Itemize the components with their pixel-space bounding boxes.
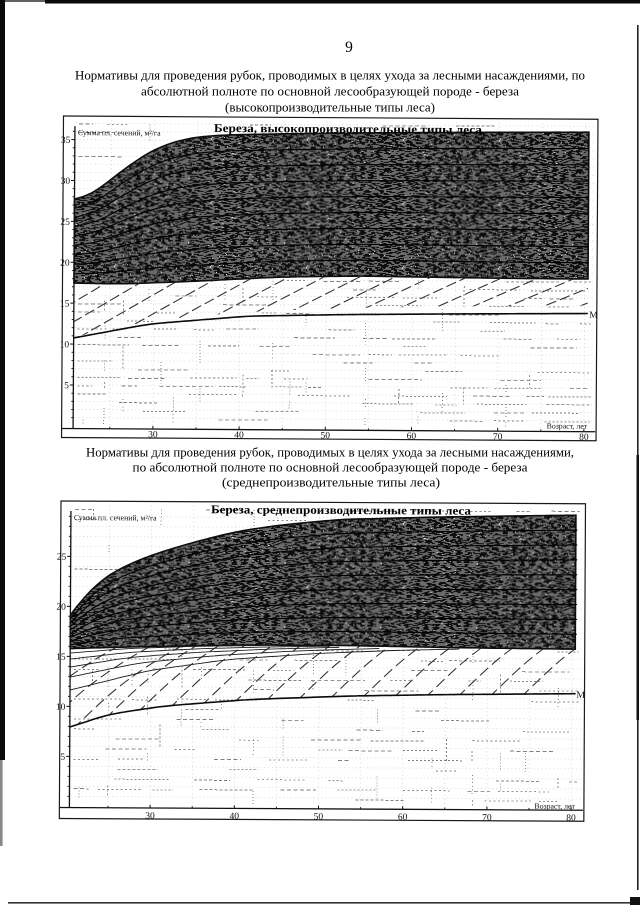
svg-text:50: 50 (314, 812, 324, 822)
svg-text:Береза, высокопроизводительные: Береза, высокопроизводительные типы леса (214, 121, 482, 137)
svg-text:Сумма пл. сечений, м²/га: Сумма пл. сечений, м²/га (74, 513, 157, 522)
svg-text:абсолютной полноте по основной: абсолютной полноте по основной лесообраз… (141, 85, 520, 99)
svg-text:Береза, среднепроизводительные: Береза, среднепроизводительные типы леса (211, 502, 471, 517)
svg-text:50: 50 (320, 431, 330, 441)
svg-text:25: 25 (60, 218, 70, 228)
svg-text:по абсолютной полноте по основ: по абсолютной полноте по основной лесооб… (133, 461, 529, 475)
svg-text:30: 30 (145, 811, 155, 821)
svg-text:15: 15 (56, 653, 66, 663)
svg-text:80: 80 (566, 814, 576, 824)
svg-text:70: 70 (493, 432, 503, 442)
svg-text:35: 35 (61, 136, 71, 146)
svg-text:20: 20 (56, 603, 66, 613)
svg-text:80: 80 (579, 433, 589, 443)
svg-text:M: M (589, 311, 598, 321)
svg-text:Нормативы для проведения рубок: Нормативы для проведения рубок, проводим… (86, 446, 574, 460)
svg-text:10: 10 (56, 703, 66, 713)
svg-text:20: 20 (60, 259, 70, 269)
svg-text:25: 25 (57, 553, 67, 563)
svg-text:5: 5 (64, 381, 69, 391)
svg-text:40: 40 (229, 812, 239, 822)
svg-text:9: 9 (345, 39, 353, 56)
svg-text:30: 30 (148, 430, 158, 440)
svg-text:M: M (576, 691, 585, 701)
svg-text:40: 40 (234, 431, 244, 441)
svg-text:10: 10 (60, 340, 70, 350)
svg-text:(высокопроизводительные типы л: (высокопроизводительные типы леса) (225, 101, 435, 115)
svg-text:Возраст, лет: Возраст, лет (547, 421, 588, 430)
svg-text:5: 5 (60, 753, 65, 763)
svg-text:Возраст, лет: Возраст, лет (534, 802, 575, 811)
svg-text:Сумма пл. сечений, м²/га: Сумма пл. сечений, м²/га (78, 128, 161, 138)
svg-text:70: 70 (482, 813, 492, 823)
svg-text:60: 60 (407, 432, 417, 442)
svg-text:Нормативы для проведения рубок: Нормативы для проведения рубок, проводим… (75, 69, 585, 83)
svg-text:30: 30 (61, 177, 71, 187)
svg-text:60: 60 (398, 813, 408, 823)
svg-text:15: 15 (60, 299, 70, 309)
svg-text:(среднепроизводительные типы л: (среднепроизводительные типы леса) (222, 476, 440, 490)
